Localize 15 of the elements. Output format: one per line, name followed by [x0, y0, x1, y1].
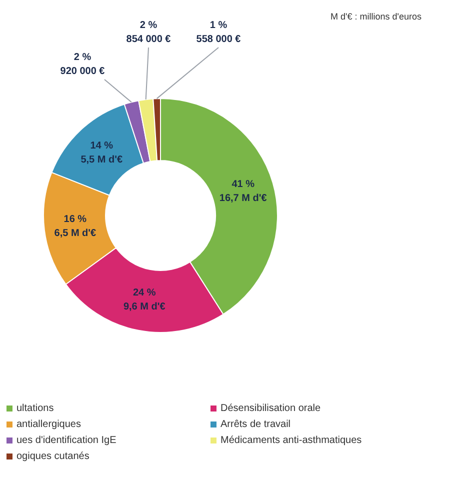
data-label: 41 % 16,7 M d'€ [219, 179, 268, 204]
data-label: 16 % 6,5 M d'€ [54, 214, 97, 239]
legend-label: Médicaments anti-asthmatiques [220, 435, 362, 446]
data-label: 14 % 5,5 M d'€ [80, 140, 123, 166]
legend-label: Désensibilisation orale [220, 403, 321, 414]
legend-label: antiallergiques [16, 419, 81, 430]
text: M d'€ : millions d'euros [330, 12, 422, 22]
data-label: 1 % 558 000 € [196, 20, 242, 45]
data-label: 24 % 9,6 M d'€ [123, 287, 166, 312]
legend-label: ultations [16, 403, 54, 414]
legend-label: ogiques cutanés [16, 451, 90, 462]
legend-label: ues d'identification IgE [16, 435, 117, 446]
data-label: 2 % 920 000 € [60, 52, 106, 77]
data-label: 2 % 854 000 € [126, 20, 172, 45]
legend-label: Arrêts de travail [220, 419, 291, 430]
